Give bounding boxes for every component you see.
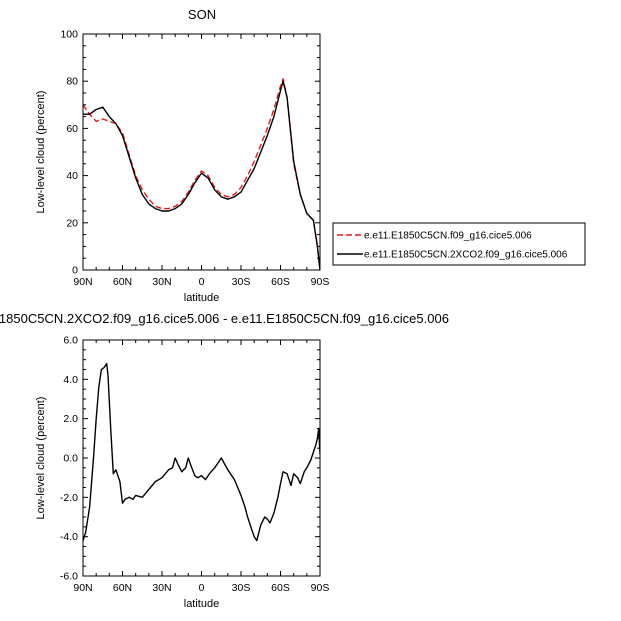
y-tick-label: 40 xyxy=(66,170,78,182)
y-tick-label: -2.0 xyxy=(60,492,78,504)
y-tick-label: 60 xyxy=(66,123,78,135)
x-tick-label: 0 xyxy=(199,582,205,594)
top-chart: SON 90N 60N 30N 0 30S 60S 90S 0 20 40 60 80 100 latitu… xyxy=(35,7,586,304)
y-tick-label: 80 xyxy=(66,76,78,88)
x-axis-label: latitude xyxy=(184,598,219,610)
y-tick-label: 100 xyxy=(60,29,78,41)
y-tick-label: 20 xyxy=(66,217,78,229)
x-tick-label: 30S xyxy=(232,582,251,594)
x-tick-label: 60N xyxy=(113,276,132,288)
chart-title: e.e11.E1850C5CN.2XCO2.f09_g16.cice5.006 … xyxy=(0,311,449,326)
y-tick-label: 4.0 xyxy=(63,374,78,386)
legend-box xyxy=(332,222,586,266)
bottom-chart: e.e11.E1850C5CN.2XCO2.f09_g16.cice5.006 … xyxy=(0,311,449,610)
legend-entry-1: e.e11.E1850C5CN.f09_g16.cice5.006 xyxy=(364,231,532,242)
series-line-2 xyxy=(83,80,320,271)
plot-frame xyxy=(82,33,321,271)
chart-title: SON xyxy=(188,7,216,22)
x-tick-label: 60S xyxy=(271,276,290,288)
plot-frame xyxy=(82,339,321,577)
x-tick-label: 90N xyxy=(73,276,92,288)
y-tick-label: 6.0 xyxy=(63,335,78,347)
legend: e.e11.E1850C5CN.f09_g16.cice5.006 e.e11.E… xyxy=(332,222,586,266)
y-tick-label: 0 xyxy=(72,265,78,277)
x-tick-label: 90S xyxy=(311,276,330,288)
x-tick-label: 60S xyxy=(271,582,290,594)
y-axis-label: Low-level cloud (percent) xyxy=(35,397,47,520)
series-line-1 xyxy=(83,362,320,542)
legend-entry-2: e.e11.E1850C5CN.2XCO2.f09_g16.cice5.006 xyxy=(364,250,568,261)
y-tick-label: 2.0 xyxy=(63,413,78,425)
x-tick-label: 30S xyxy=(232,276,251,288)
y-tick-label: -4.0 xyxy=(60,531,78,543)
x-axis-label: latitude xyxy=(184,292,219,304)
y-tick-label: 0.0 xyxy=(63,453,78,465)
x-tick-label: 30N xyxy=(152,276,171,288)
y-axis-label: Low-level cloud (percent) xyxy=(35,91,47,214)
x-tick-label: 0 xyxy=(199,276,205,288)
x-tick-label: 60N xyxy=(113,582,132,594)
x-tick-label: 90S xyxy=(311,582,330,594)
y-tick-label: -6.0 xyxy=(60,571,78,583)
series-line-1 xyxy=(83,78,320,271)
x-tick-label: 30N xyxy=(152,582,171,594)
x-tick-label: 90N xyxy=(73,582,92,594)
